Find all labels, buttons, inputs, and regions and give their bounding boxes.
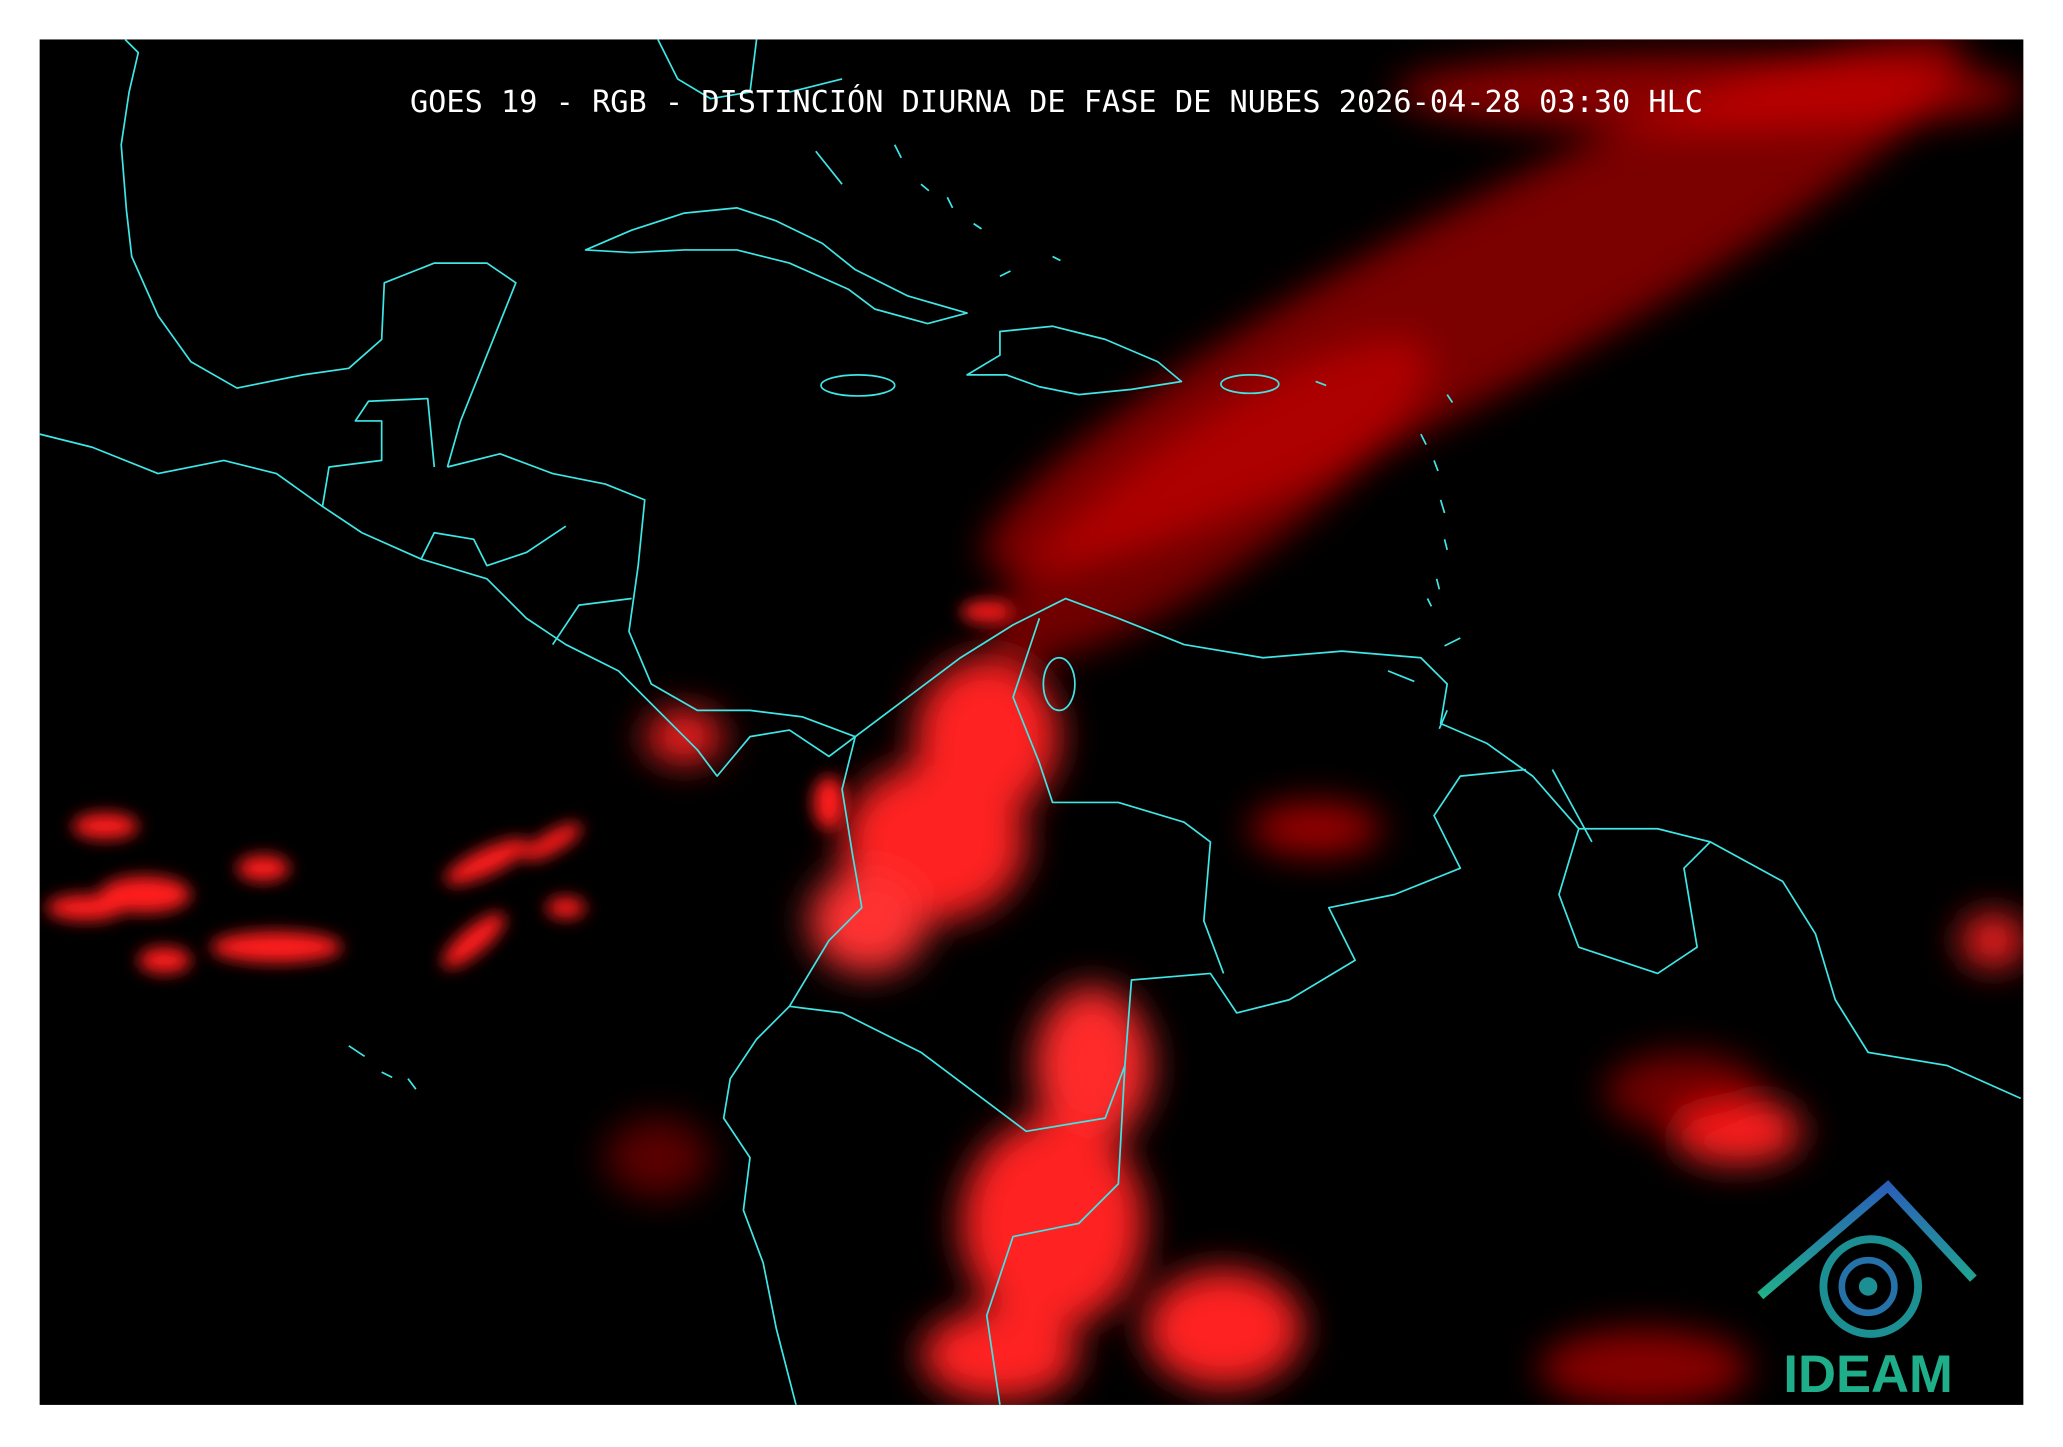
islands [348,144,1461,1090]
island [966,325,1183,396]
coastline [722,736,863,1405]
border [321,397,632,646]
logo-swirl [1819,1235,1923,1338]
border [789,617,1711,1405]
logo-swirl [1838,1256,1898,1317]
map-title: GOES 19 - RGB - DISTINCIÓN DIURNA DE FAS… [410,83,1703,120]
clouds [46,39,2024,1405]
island [1220,374,1280,395]
logo-roof [1757,1180,1977,1300]
logo-text: IDEAM [1783,1345,1953,1404]
coastlines [39,39,2022,1405]
coastline [39,433,856,777]
coastline [120,39,517,468]
coastline [447,452,2022,1100]
island [584,206,968,325]
island [820,374,896,397]
logo: IDEAM [1757,1180,1977,1404]
logo-eye [1858,1277,1878,1296]
coastline [657,39,843,185]
lake [1042,656,1076,712]
